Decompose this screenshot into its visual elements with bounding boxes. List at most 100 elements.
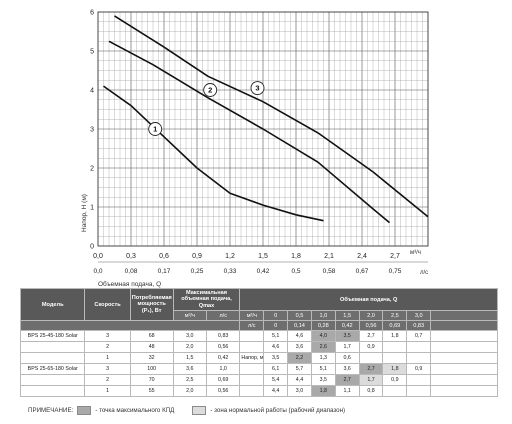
table-row: 1 32 1,5 0,42 Напор, м 3,5 2,2 1,3 0,6 — [19, 352, 498, 364]
x-tick-label-m3h: 0,9 — [192, 253, 202, 260]
legend-note: ПРИМЕЧАНИЕ: - точка максимального КПД - … — [28, 406, 345, 415]
x-tick-label-m3h: 0,3 — [126, 253, 136, 260]
table-cell: 4,4 — [263, 385, 289, 397]
flow-ls-cell: 0,28 — [310, 320, 336, 331]
table-cell: 4,6 — [287, 330, 312, 342]
flow-ls-cell: 0 — [263, 320, 289, 331]
table-cell: 1 — [84, 352, 131, 364]
x-tick-label-ls: 0,75 — [389, 268, 402, 275]
table-cell-empty — [382, 385, 408, 397]
table-cell: 0,56 — [205, 385, 241, 397]
table-cell: 6,1 — [263, 363, 289, 375]
table-cell: 2,7 — [334, 374, 360, 386]
table-row: BPS 25-45-180 Solar 3 68 3,0 0,83 5,1 4,6 4,0 3,… — [19, 330, 498, 342]
table-cell: 0,7 — [406, 330, 432, 342]
x-unit-top: м³/ч — [410, 250, 421, 256]
table-cell: 0,56 — [205, 341, 241, 353]
curve-marker-2 — [203, 83, 218, 97]
table-cell: 1,7 — [334, 341, 360, 353]
plot-frame — [97, 11, 429, 247]
table-cell-empty — [406, 374, 432, 386]
pump-spec-table-wrap: Модель Скорость Потребляемая мощность (P… — [19, 288, 498, 397]
table-cell: 3 — [84, 330, 131, 342]
curve-marker-1 — [148, 122, 163, 136]
table-cell: Напор, м — [239, 352, 265, 364]
table-cell: 1 — [84, 385, 131, 397]
flow-ls-cell: 0,56 — [358, 320, 384, 331]
flow-m3h-cell: 2,5 — [382, 310, 408, 321]
table-cell-empty — [239, 363, 265, 375]
flow-m3h-cell: 3,0 — [406, 310, 432, 321]
curve-marker-3 — [250, 81, 265, 96]
x-tick-label-m3h: 0,6 — [159, 253, 169, 260]
table-cell: 3,0 — [172, 330, 208, 342]
flow-m3h-cell: 2,0 — [358, 310, 384, 321]
table-cell: 0,42 — [205, 352, 241, 364]
th-flow-unit-ls: л/с — [239, 320, 265, 331]
y-tick-label: 2 — [90, 166, 94, 173]
flow-ls-cell: 0,42 — [334, 320, 360, 331]
curve-speed-2 — [108, 40, 391, 224]
flow-m3h-cell: 1,0 — [310, 310, 336, 321]
curve-speed-1 — [103, 85, 324, 222]
axis-ticks: 0 1 2 3 4 5 6 0,0 0,3 0,6 0,9 1,2 1,5 1,8 2,1 2,4 2,7 0,0… — [90, 10, 428, 275]
table-cell: 0,83 — [205, 330, 241, 342]
th-qmax: Максимальная объемная подача, Qmax — [172, 288, 241, 311]
curve-markers: 1 2 3 — [148, 81, 265, 136]
table-cell: 4,4 — [287, 374, 312, 386]
table-cell: 1,8 — [382, 363, 408, 375]
table-cell-empty — [239, 341, 265, 353]
flow-m3h-cell: 0 — [263, 310, 289, 321]
note-label: ПРИМЕЧАНИЕ: — [28, 407, 74, 414]
table-cell: 3,0 — [287, 385, 312, 397]
curve-marker-label: 1 — [153, 125, 157, 134]
table-cell-empty — [430, 330, 498, 342]
x-tick-label-m3h: 0,0 — [93, 253, 103, 260]
table-row: 2 70 2,5 0,69 5,4 4,4 3,5 2,7 1,7 0,9 — [19, 374, 498, 386]
x-unit-bottom: л/с — [420, 270, 428, 276]
x-tick-label-m3h: 2,4 — [357, 253, 367, 260]
flow-m3h-cell: 1,5 — [334, 310, 360, 321]
table-cell-empty — [239, 374, 265, 386]
table-cell: 0,8 — [358, 385, 384, 397]
table-cell: 70 — [129, 374, 174, 386]
table-cell: 0,9 — [406, 363, 432, 375]
y-tick-label: 4 — [90, 88, 94, 95]
x-tick-label-ls: 0,67 — [356, 268, 369, 275]
table-cell-empty — [430, 374, 498, 386]
table-cell-empty — [406, 352, 432, 364]
table-cell: 2 — [84, 341, 131, 353]
curve-marker-label: 3 — [255, 84, 259, 93]
table-cell: 0,9 — [358, 341, 384, 353]
table-cell: 48 — [129, 341, 174, 353]
table-cell-empty — [430, 352, 498, 364]
x-axis-label: Объемная подача, Q — [98, 280, 161, 288]
x-tick-label-ls: 0,08 — [125, 268, 138, 275]
table-cell-empty — [19, 374, 86, 386]
table-cell: 68 — [129, 330, 174, 342]
chart-grid — [97, 11, 429, 247]
table-cell: BPS 25-65-180 Solar — [19, 363, 86, 375]
x-tick-label-m3h: 1,5 — [258, 253, 268, 260]
table-cell-empty — [406, 341, 432, 353]
table-cell: 1,8 — [310, 385, 336, 397]
flow-ls-cell: 0,14 — [287, 320, 312, 331]
normal-zone-swatch — [192, 406, 207, 415]
table-cell: 3,6 — [172, 363, 208, 375]
table-cell: 4,6 — [263, 341, 289, 353]
th-qmax-m3h: м³/ч — [172, 310, 208, 321]
table-cell: 2,0 — [172, 385, 208, 397]
table-cell: 1,5 — [172, 352, 208, 364]
table-cell-empty — [406, 385, 432, 397]
th-qmax-ls: л/с — [205, 310, 241, 321]
x-tick-label-ls: 0,58 — [323, 268, 336, 275]
table-cell: 2,5 — [172, 374, 208, 386]
table-cell: 3,6 — [334, 363, 360, 375]
table-cell: 5,4 — [263, 374, 289, 386]
table-cell: 5,7 — [287, 363, 312, 375]
table-cell: 3,5 — [334, 330, 360, 342]
th-spacer-end — [430, 320, 498, 331]
table-cell: 0,6 — [334, 352, 360, 364]
y-tick-label: 5 — [90, 49, 94, 56]
table-cell: 1,1 — [334, 385, 360, 397]
